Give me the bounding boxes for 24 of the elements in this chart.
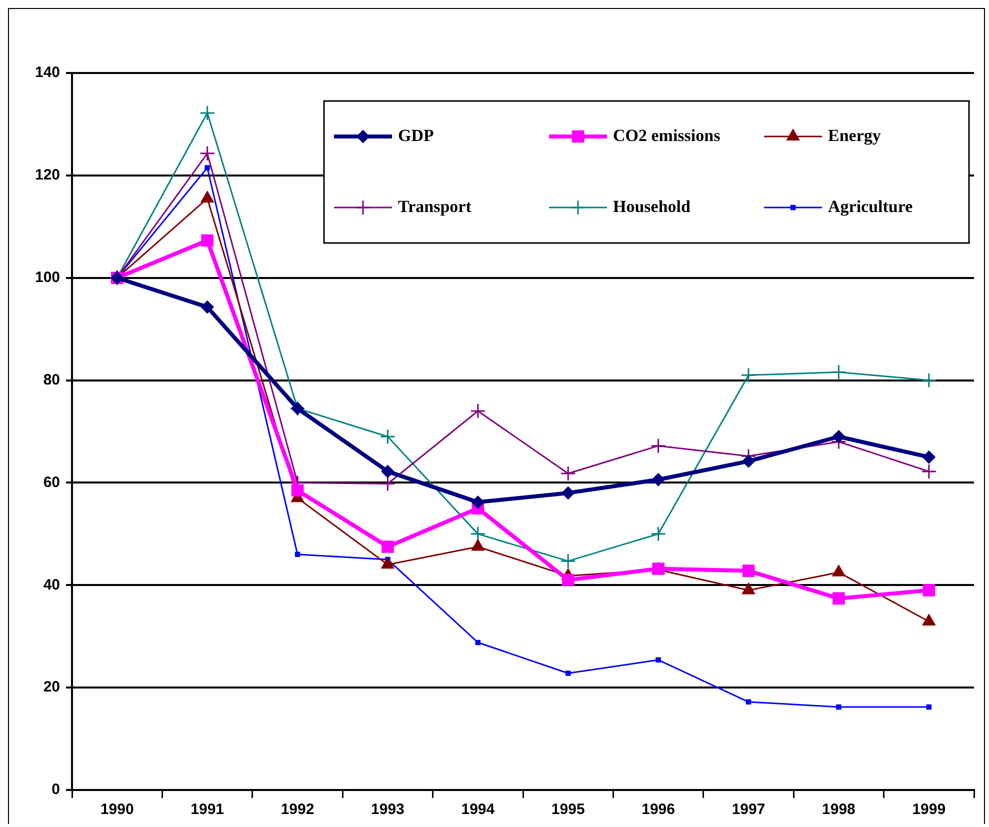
x-tick-label: 1992 — [280, 801, 314, 818]
legend-label: GDP — [398, 126, 434, 145]
x-tick-label: 1994 — [461, 801, 496, 818]
x-tick-label: 1998 — [822, 801, 856, 818]
legend-label: CO2 emissions — [613, 126, 721, 145]
y-tick-label: 100 — [34, 269, 60, 286]
x-tick-label: 1995 — [551, 801, 585, 818]
y-tick-label: 80 — [43, 371, 60, 388]
y-tick-label: 60 — [43, 474, 60, 491]
y-tick-label: 0 — [52, 781, 60, 798]
x-tick-label: 1996 — [642, 801, 675, 818]
x-tick-label: 1990 — [100, 801, 134, 818]
x-tick-label: 1999 — [912, 801, 946, 818]
x-tick-label: 1991 — [190, 801, 224, 818]
legend-label: Household — [613, 196, 692, 216]
y-tick-label: 20 — [43, 678, 60, 696]
legend-label: Agriculture — [828, 196, 914, 216]
x-tick-label: 1997 — [732, 801, 766, 818]
x-tick-label: 1993 — [371, 801, 404, 818]
y-tick-label: 40 — [43, 576, 60, 594]
y-tick-label: 120 — [34, 166, 60, 184]
legend-label: Energy — [828, 126, 882, 145]
legend-label: Transport — [398, 196, 472, 216]
y-tick-label: 140 — [34, 64, 60, 82]
